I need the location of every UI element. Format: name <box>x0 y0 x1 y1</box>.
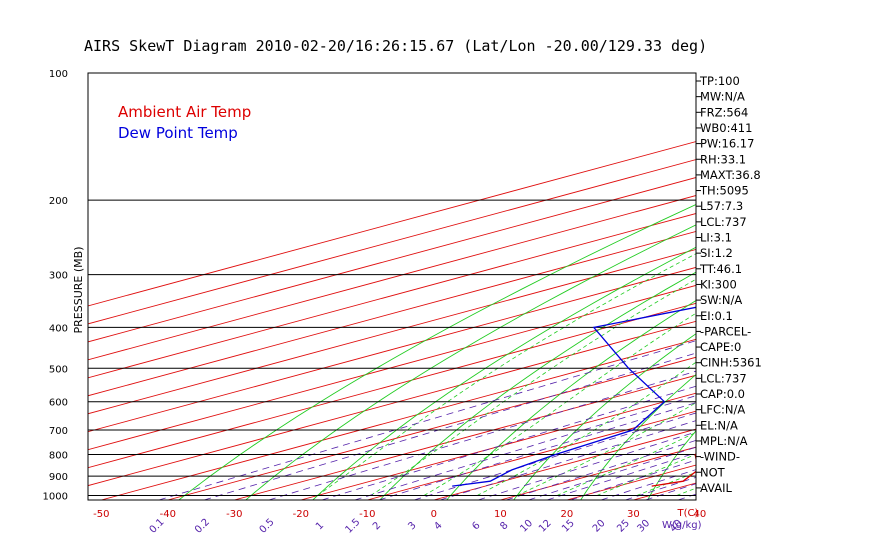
plot-frame <box>87 72 697 501</box>
pressure-tick-label: 100 <box>49 69 68 80</box>
sounding-index-label: -WIND- <box>700 450 740 464</box>
sounding-index-label: CAPE:0 <box>700 340 741 354</box>
sounding-index-label: SI:1.2 <box>700 246 733 260</box>
sounding-index-label: WB0:411 <box>700 121 752 135</box>
pressure-tick-label: 400 <box>49 323 68 334</box>
mixing-ratio-line <box>378 402 696 500</box>
mixing-ratio-line <box>204 352 696 500</box>
isotherm-line <box>101 338 696 500</box>
isotherm-line <box>88 320 696 487</box>
sounding-index-label: LFC:N/A <box>700 403 745 417</box>
sounding-index-label: EI:0.1 <box>700 309 733 323</box>
moist-adiabat-line <box>556 431 696 496</box>
sounding-index-label: LCL:737 <box>700 371 747 385</box>
sounding-index-label: RH:33.1 <box>700 152 746 166</box>
isotherm-line <box>88 177 696 343</box>
pressure-tick-label: 800 <box>49 451 68 462</box>
y-axis-label: PRESSURE (MB) <box>72 247 85 334</box>
sounding-index-label: -PARCEL- <box>700 324 751 338</box>
moist-adiabat-line <box>477 361 696 496</box>
isotherm-line <box>234 374 696 500</box>
bottom-tick-label: 40 <box>693 509 706 520</box>
sounding-index-label: TT:46.1 <box>699 262 742 276</box>
sounding-index-label: PW:16.17 <box>700 137 754 151</box>
sounding-index-label: AVAIL <box>700 481 733 495</box>
sounding-index-label: LCL:737 <box>700 215 747 229</box>
mixing-ratio-line <box>158 340 696 500</box>
mixing-ratio-line <box>268 370 696 500</box>
sounding-index-label: KI:300 <box>700 277 737 291</box>
pressure-tick-label: 300 <box>49 271 68 282</box>
pressure-tick-label: 900 <box>49 472 68 483</box>
isotherm-line <box>88 302 696 469</box>
mixing-ratio-unit-label: W(g/kg) <box>662 520 702 531</box>
bottom-tick-label: 30 <box>627 509 640 520</box>
bottom-tick-label: 10 <box>494 509 507 520</box>
bottom-tick-label: 0 <box>431 509 437 520</box>
isotherm-line <box>367 410 696 500</box>
isotherm-line <box>88 213 696 379</box>
legend-dew-point-temp: Dew Point Temp <box>118 124 238 142</box>
mixing-ratio-line <box>478 431 696 500</box>
isotherm-line <box>88 195 696 361</box>
series-line-dew-point-temp <box>452 306 696 487</box>
sounding-index-label: MPL:N/A <box>700 434 748 448</box>
dry-adiabat-line <box>245 224 696 500</box>
isotherm-line <box>167 356 696 500</box>
pressure-tick-label: 200 <box>49 196 68 207</box>
sounding-index-label: EL:N/A <box>700 418 738 432</box>
sounding-index-label: FRZ:564 <box>700 105 748 119</box>
sounding-index-label: LI:3.1 <box>700 231 732 245</box>
pressure-tick-label: 1000 <box>43 491 68 502</box>
mixing-ratio-line <box>321 385 696 500</box>
mixing-ratio-line <box>414 412 696 500</box>
bottom-tick-label: 20 <box>560 509 573 520</box>
bottom-tick-label: -50 <box>93 509 109 520</box>
dry-adiabat-line <box>178 203 696 500</box>
sounding-index-label: MW:N/A <box>700 90 745 104</box>
moist-adiabat-line <box>317 253 696 496</box>
sounding-index-label: TP:100 <box>699 74 740 88</box>
isotherm-line <box>300 392 696 500</box>
dry-adiabat-line <box>513 333 696 500</box>
isotherm-line <box>88 159 696 325</box>
dry-adiabat-line <box>647 430 696 500</box>
sounding-index-label: MAXT:36.8 <box>700 168 761 182</box>
isotherm-line <box>88 266 696 433</box>
pressure-tick-label: 500 <box>49 364 68 375</box>
bottom-tick-label: -30 <box>226 509 242 520</box>
bottom-tick-label: -20 <box>293 509 309 520</box>
dry-adiabat-line <box>379 271 696 500</box>
bottom-tick-label: -10 <box>359 509 375 520</box>
legend-ambient-air-temp: Ambient Air Temp <box>118 103 251 121</box>
dry-adiabat-line <box>446 300 696 500</box>
isotherm-line <box>88 248 696 415</box>
isotherm-line <box>88 284 696 451</box>
mixing-ratio-line <box>506 439 696 500</box>
sounding-index-label: SW:N/A <box>700 293 742 307</box>
sounding-index-label: TH:5095 <box>699 184 749 198</box>
chart-title: AIRS SkewT Diagram 2010-02-20/16:26:15.6… <box>84 37 707 55</box>
sounding-index-label: CINH:5361 <box>700 356 762 370</box>
pressure-tick-label: 700 <box>49 426 68 437</box>
pressure-tick-label: 600 <box>49 398 68 409</box>
mixing-ratio-line <box>440 420 696 500</box>
sounding-index-label: NOT <box>700 465 726 479</box>
bottom-tick-label: -40 <box>160 509 176 520</box>
isotherm-line <box>88 230 696 397</box>
sounding-index-label: CAP:0.0 <box>700 387 745 401</box>
isotherm-line <box>88 141 696 307</box>
mixing-ratio-line <box>354 395 696 500</box>
sounding-index-label: L57:7.3 <box>700 199 743 213</box>
x-axis-unit-label: T(C) <box>677 508 699 519</box>
dry-adiabat-line <box>312 246 696 500</box>
